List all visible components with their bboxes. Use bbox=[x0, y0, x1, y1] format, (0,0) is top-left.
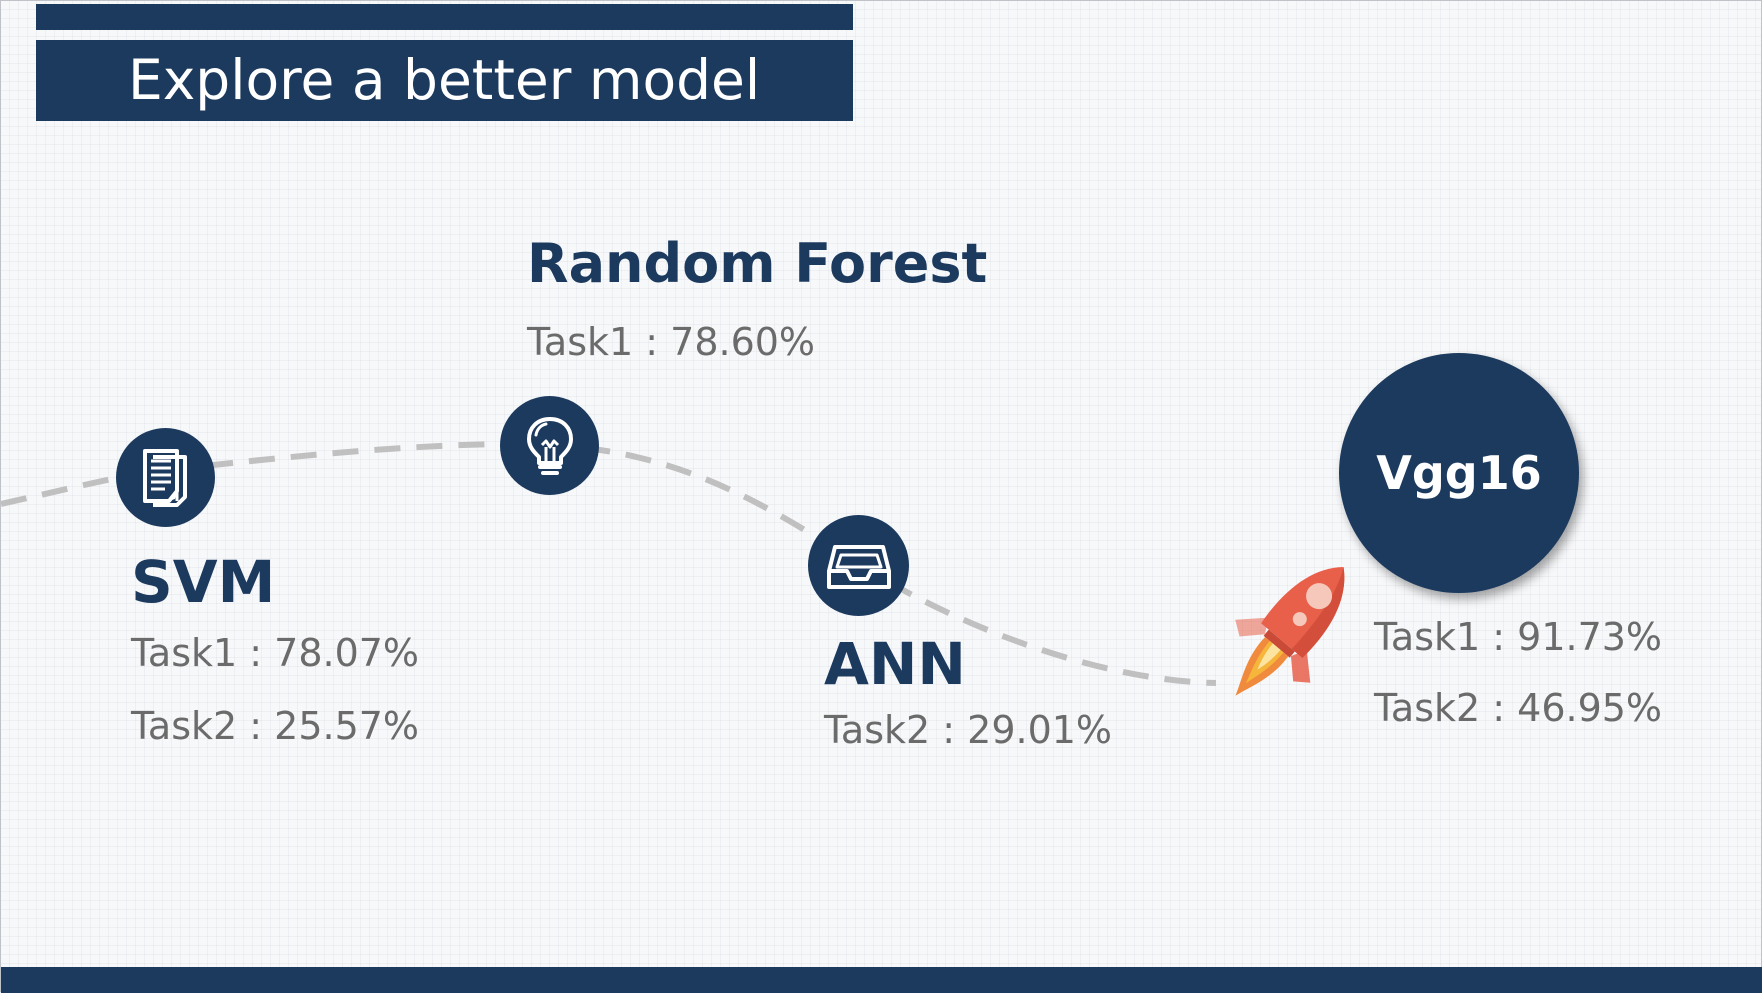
svm-task1: Task1 : 78.07% bbox=[131, 631, 420, 675]
ann-name: ANN bbox=[824, 630, 966, 698]
ann-node bbox=[808, 515, 909, 616]
random-forest-node bbox=[500, 396, 599, 495]
vgg16-name: Vgg16 bbox=[1376, 446, 1542, 500]
svm-task2: Task2 : 25.57% bbox=[131, 704, 420, 748]
random-forest-name: Random Forest bbox=[527, 232, 988, 295]
document-icon bbox=[142, 448, 187, 507]
lightbulb-icon bbox=[526, 416, 573, 475]
svm-name: SVM bbox=[131, 548, 276, 616]
svm-node bbox=[116, 428, 215, 527]
vgg16-node: Vgg16 bbox=[1339, 353, 1579, 593]
rocket-icon bbox=[1235, 567, 1345, 696]
title-accent-strip bbox=[36, 4, 853, 30]
vgg16-task2: Task2 : 46.95% bbox=[1374, 686, 1663, 730]
footer-bar bbox=[1, 967, 1762, 993]
inbox-tray-icon bbox=[826, 544, 891, 589]
random-forest-task1: Task1 : 78.60% bbox=[527, 320, 816, 364]
vgg16-task1: Task1 : 91.73% bbox=[1374, 615, 1663, 659]
slide-title: Explore a better model bbox=[36, 40, 853, 121]
ann-task2: Task2 : 29.01% bbox=[824, 708, 1113, 752]
